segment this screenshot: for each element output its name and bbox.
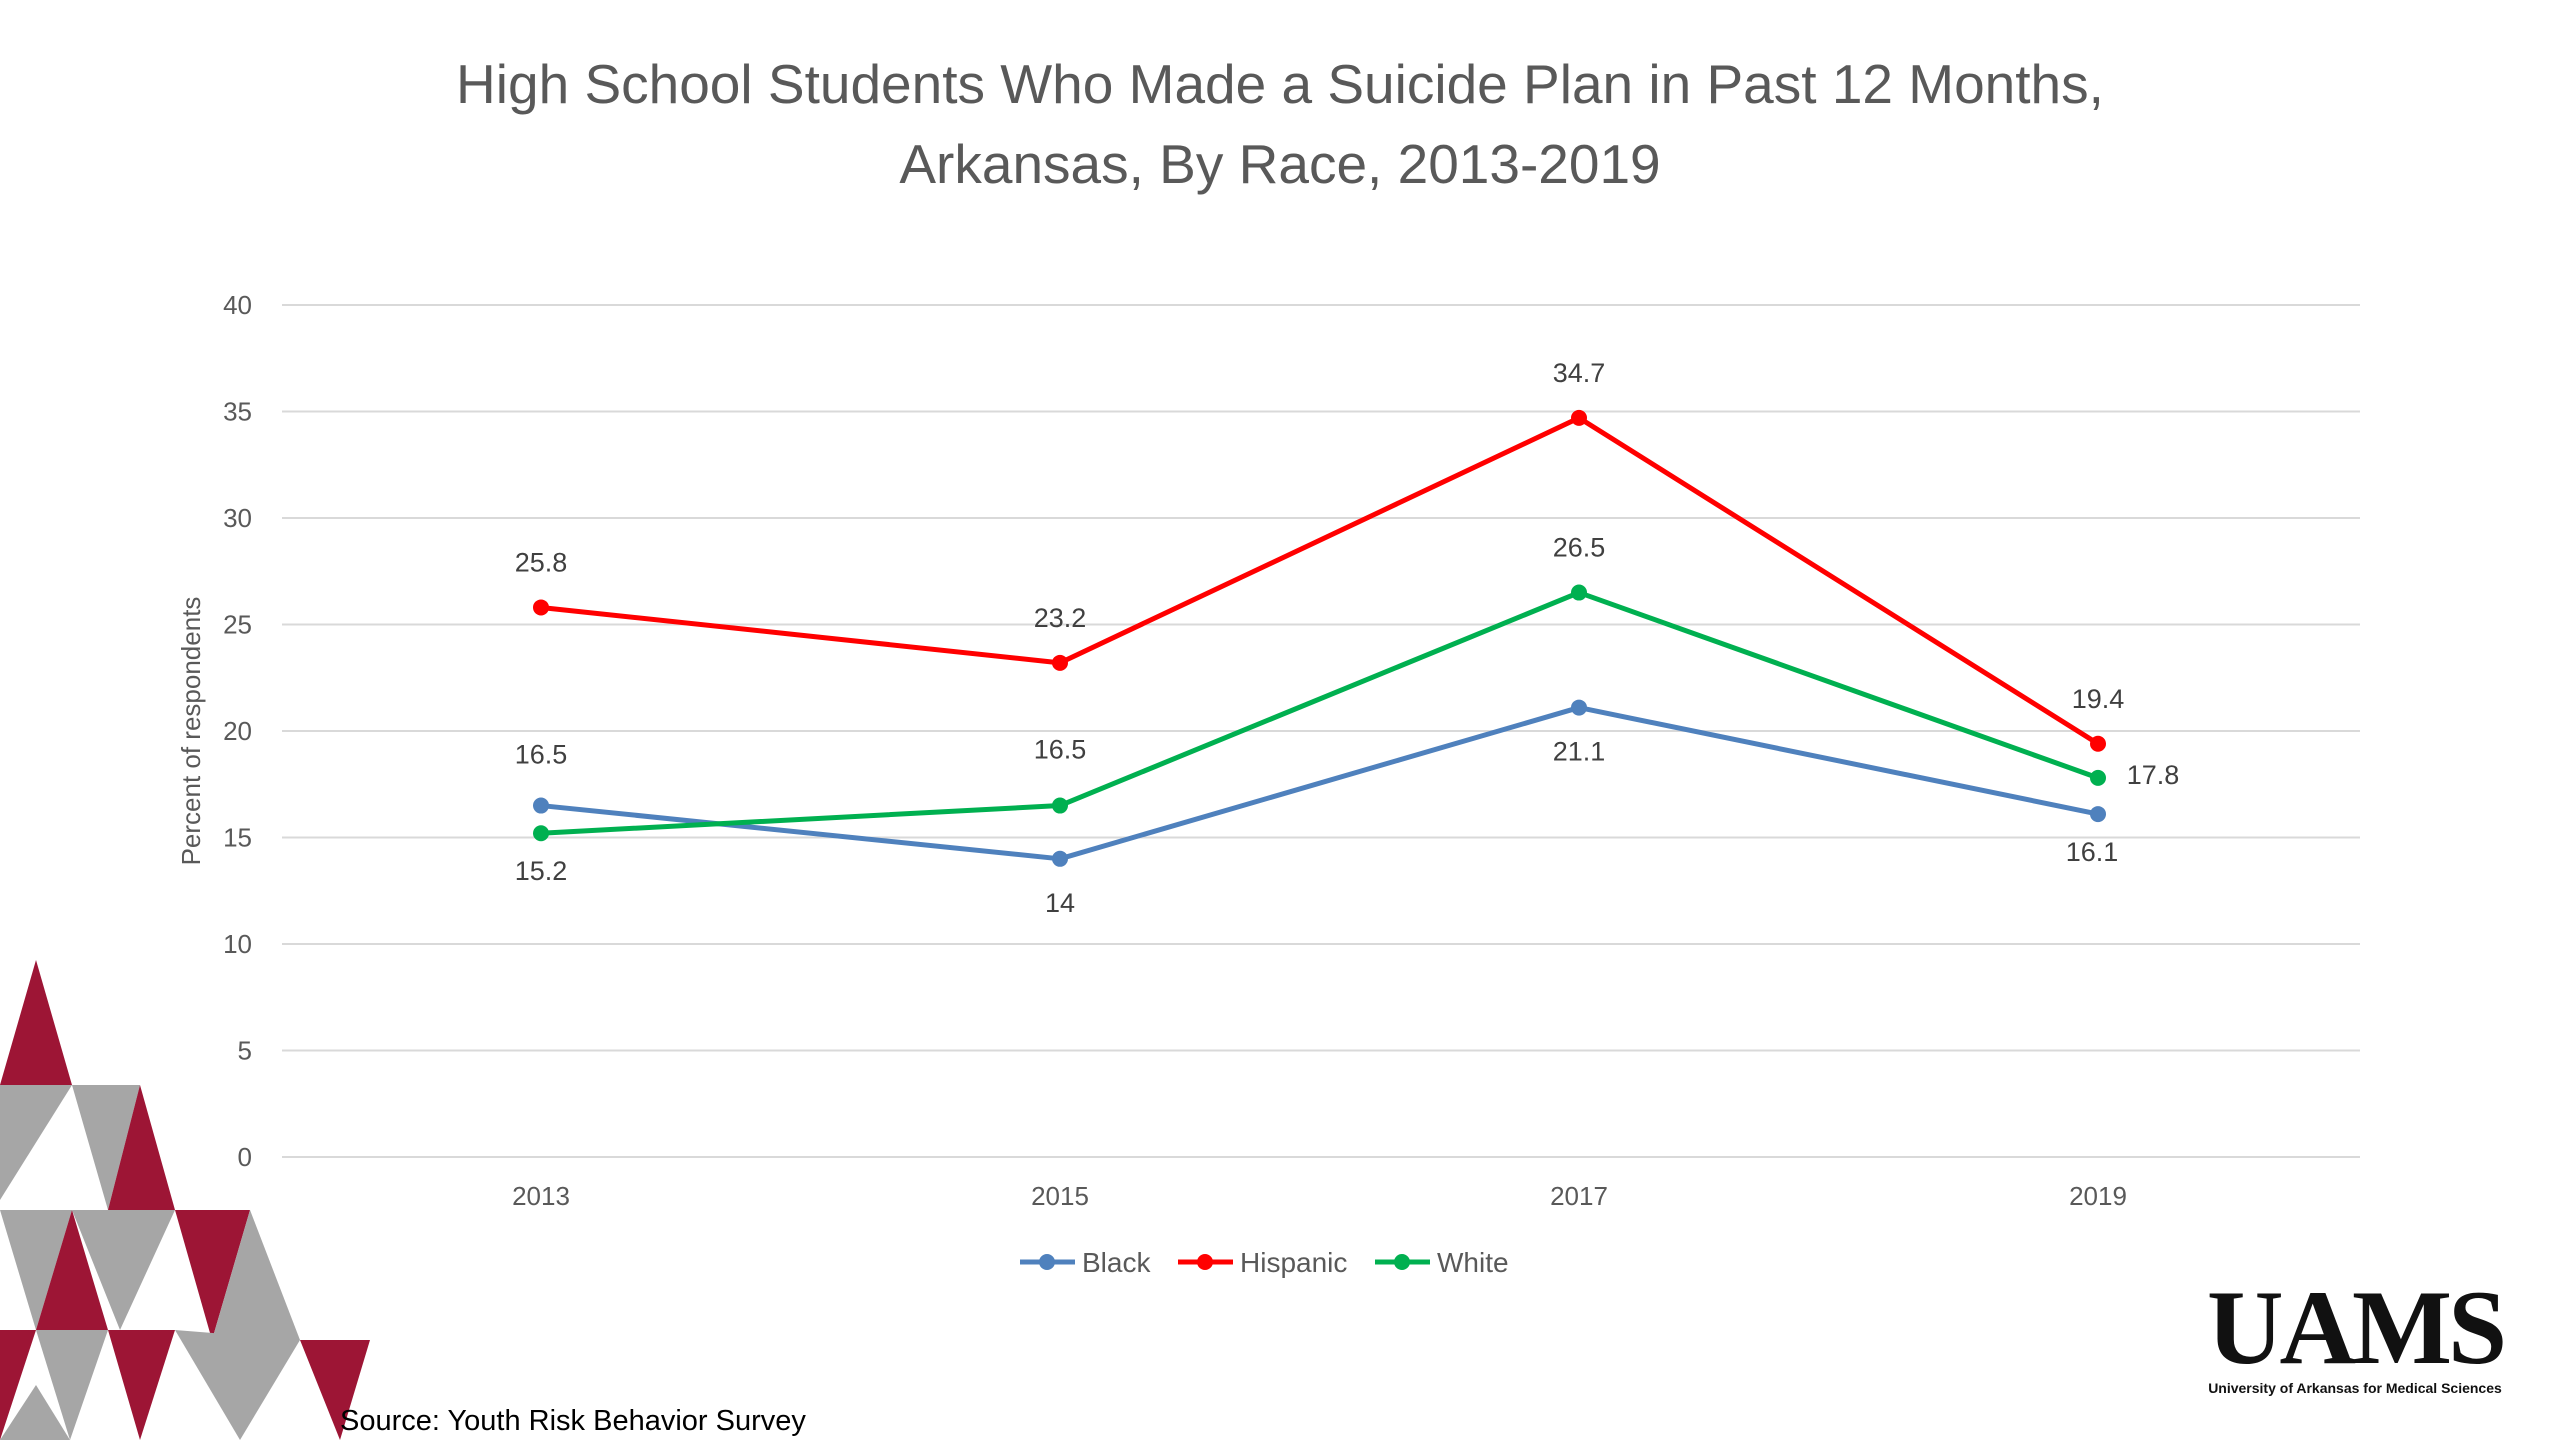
legend-item-black: Black xyxy=(1020,1247,1151,1278)
data-label-black-2017: 21.1 xyxy=(1553,737,1606,767)
title-line-2: Arkansas, By Race, 2013-2019 xyxy=(899,133,1661,195)
series-line-black xyxy=(540,705,2099,862)
decor-triangle-1 xyxy=(0,1085,72,1200)
point-black-2017 xyxy=(1571,699,1587,716)
y-tick-label: 5 xyxy=(238,1036,252,1066)
data-label-black-2019: 16.1 xyxy=(2066,837,2119,867)
logo-tagline: University of Arkansas for Medical Scien… xyxy=(2208,1380,2502,1396)
y-tick-label: 30 xyxy=(223,503,252,533)
point-white-2019 xyxy=(2090,769,2106,786)
x-axis-ticks: 2013 2015 2017 2019 xyxy=(512,1181,2127,1211)
y-tick-label: 40 xyxy=(223,290,252,320)
legend: Black Hispanic White xyxy=(1020,1247,1509,1278)
decor-triangle-13 xyxy=(300,1340,370,1440)
decor-triangle-7 xyxy=(175,1210,250,1340)
y-axis-ticks: 0 5 10 15 20 25 30 35 40 xyxy=(223,290,252,1172)
title-line-1: High School Students Who Made a Suicide … xyxy=(456,53,2104,115)
decor-triangle-0 xyxy=(0,960,72,1085)
decor-triangle-5 xyxy=(36,1210,108,1330)
x-tick-label: 2017 xyxy=(1550,1181,1608,1211)
y-tick-label: 10 xyxy=(223,929,252,959)
decor-triangle-10 xyxy=(36,1330,108,1440)
x-tick-label: 2015 xyxy=(1031,1181,1089,1211)
decor-triangle-3 xyxy=(108,1085,175,1210)
point-hispanic-2013 xyxy=(533,599,549,616)
corner-triangle-decoration xyxy=(0,960,370,1440)
decor-triangle-8 xyxy=(212,1210,300,1340)
data-label-hispanic-2013: 25.8 xyxy=(515,547,568,577)
legend-item-white: White xyxy=(1375,1247,1509,1278)
legend-swatch-marker xyxy=(1197,1254,1213,1270)
data-label-black-2013: 16.5 xyxy=(515,740,568,770)
decor-triangle-11 xyxy=(108,1330,175,1440)
point-black-2015 xyxy=(1052,850,1068,867)
data-label-white-2017: 26.5 xyxy=(1553,533,1606,563)
data-label-hispanic-2017: 34.7 xyxy=(1553,358,1606,388)
legend-label: Black xyxy=(1082,1247,1151,1278)
slide-title: High School Students Who Made a Suicide … xyxy=(0,44,2560,204)
gridlines xyxy=(282,304,2360,1158)
y-tick-label: 35 xyxy=(223,397,252,427)
legend-label: White xyxy=(1437,1247,1509,1278)
point-hispanic-2015 xyxy=(1052,654,1068,671)
data-label-hispanic-2019: 19.4 xyxy=(2072,684,2125,714)
decor-triangle-2 xyxy=(72,1085,140,1210)
data-labels: 16.5 14 21.1 16.1 25.8 23.2 34.7 19.4 15.2 16.5 26… xyxy=(515,358,2180,918)
y-tick-label: 20 xyxy=(223,716,252,746)
decor-triangle-14 xyxy=(0,1385,70,1440)
legend-item-hispanic: Hispanic xyxy=(1178,1247,1347,1278)
legend-swatch-marker xyxy=(1039,1254,1055,1270)
point-hispanic-2019 xyxy=(2090,735,2106,752)
decor-triangle-6 xyxy=(72,1210,175,1330)
data-label-white-2013: 15.2 xyxy=(515,856,568,886)
point-white-2017 xyxy=(1571,584,1587,601)
y-tick-label: 0 xyxy=(238,1142,252,1172)
point-white-2015 xyxy=(1052,797,1068,814)
uams-logo: UAMS University of Arkansas for Medical … xyxy=(2190,1269,2520,1397)
logo-mark: UAMS xyxy=(2206,1269,2507,1386)
point-black-2019 xyxy=(2090,806,2106,823)
x-tick-label: 2019 xyxy=(2069,1181,2127,1211)
data-label-white-2015: 16.5 xyxy=(1034,735,1087,765)
series-lines xyxy=(533,409,2106,867)
data-label-white-2019: 17.8 xyxy=(2127,760,2180,790)
point-hispanic-2017 xyxy=(1571,409,1587,426)
y-axis-title: Percent of respondents xyxy=(176,597,206,866)
decor-triangle-12 xyxy=(175,1330,300,1440)
data-label-hispanic-2015: 23.2 xyxy=(1034,603,1087,633)
point-white-2013 xyxy=(533,825,549,842)
series-line-hispanic xyxy=(540,415,2100,746)
decor-triangle-9 xyxy=(0,1330,36,1440)
legend-swatch-marker xyxy=(1394,1254,1410,1270)
legend-label: Hispanic xyxy=(1240,1247,1347,1278)
x-tick-label: 2013 xyxy=(512,1181,570,1211)
series-line-white xyxy=(540,590,2099,836)
data-label-black-2015: 14 xyxy=(1045,888,1075,918)
y-tick-label: 25 xyxy=(223,610,252,640)
source-note: Source: Youth Risk Behavior Survey xyxy=(340,1405,806,1437)
y-tick-label: 15 xyxy=(223,823,252,853)
point-black-2013 xyxy=(533,797,549,814)
page-number: 24 xyxy=(92,1418,116,1441)
decor-triangle-4 xyxy=(0,1210,72,1330)
